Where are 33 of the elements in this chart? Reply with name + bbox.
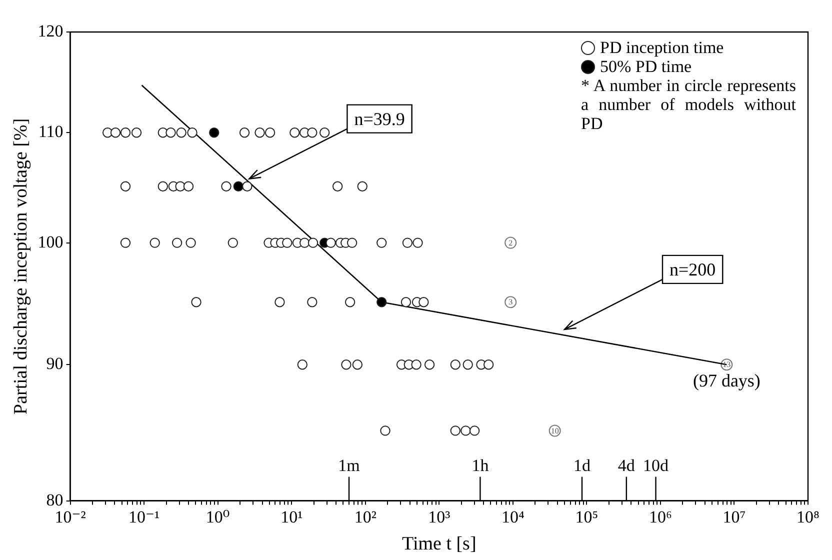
x-tick-label: 10⁷: [722, 507, 746, 526]
legend-label: 50% PD time: [600, 57, 692, 76]
ref-line-label: 1h: [472, 456, 490, 475]
x-tick-label: 10⁻²: [54, 507, 86, 526]
x-tick-label: 10³: [428, 507, 450, 526]
x-tick-label: 10⁴: [501, 507, 524, 526]
ref-line-label: 10d: [643, 456, 670, 475]
x-tick-label: 10²: [354, 507, 376, 526]
annotation: n=200: [670, 259, 716, 280]
y-tick-label: 90: [46, 354, 64, 374]
legend-label: PD inception time: [600, 38, 724, 57]
y-tick-label: 80: [46, 490, 64, 510]
ref-line-label: 1d: [574, 456, 592, 475]
y-tick-label: 100: [38, 232, 64, 252]
x-tick-label: 10⁻¹: [128, 507, 160, 526]
annotation: 10: [550, 426, 559, 436]
x-tick-label: 10⁶: [648, 507, 672, 526]
y-tick-label: 110: [38, 122, 64, 142]
annotation: 13: [722, 360, 731, 370]
ref-line-label: 4d: [618, 456, 636, 475]
ref-line-label: 1m: [338, 456, 360, 475]
x-axis-title: Time t [s]: [402, 534, 476, 555]
annotation: 3: [508, 298, 513, 307]
y-tick-label: 120: [38, 21, 64, 40]
x-tick-label: 10⁵: [575, 507, 598, 526]
annotation: * A number in circle represents a number of models without PD: [581, 76, 796, 133]
annotation: 2: [508, 238, 513, 248]
annotation: (97 days): [692, 370, 760, 391]
x-tick-label: 10¹: [280, 507, 303, 526]
annotation: n=39.9: [354, 108, 405, 129]
x-tick-label: 10⁰: [206, 507, 230, 526]
y-axis-title: Partial discharge inception voltage [%]: [10, 118, 32, 414]
x-tick-label: 10⁸: [796, 507, 820, 526]
